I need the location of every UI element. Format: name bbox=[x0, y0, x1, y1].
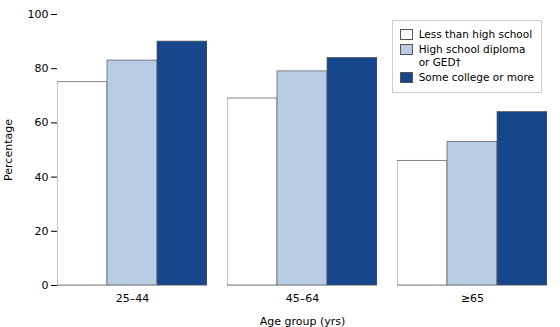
html-text:Some college or more: Some college or more bbox=[418, 71, 534, 84]
html-text:Less than high school: Less than high school bbox=[418, 28, 533, 40]
svg-text:40: 40 bbox=[35, 171, 49, 184]
svg-text:20: 20 bbox=[35, 225, 49, 238]
svg-text:0: 0 bbox=[42, 279, 49, 292]
svg-text:60: 60 bbox=[35, 116, 49, 129]
svg-text:Age group (yrs): Age group (yrs) bbox=[260, 315, 346, 327]
svg-text:80: 80 bbox=[35, 62, 49, 75]
html-text:High school diploma or GED†: High school diploma or GED† bbox=[418, 43, 526, 69]
svg-text:Percentage: Percentage bbox=[2, 119, 15, 181]
svg-text:100: 100 bbox=[28, 8, 49, 21]
svg-text:≥65: ≥65 bbox=[461, 292, 484, 305]
svg-text:25–44: 25–44 bbox=[116, 292, 150, 305]
svg-text:45–64: 45–64 bbox=[286, 292, 320, 305]
